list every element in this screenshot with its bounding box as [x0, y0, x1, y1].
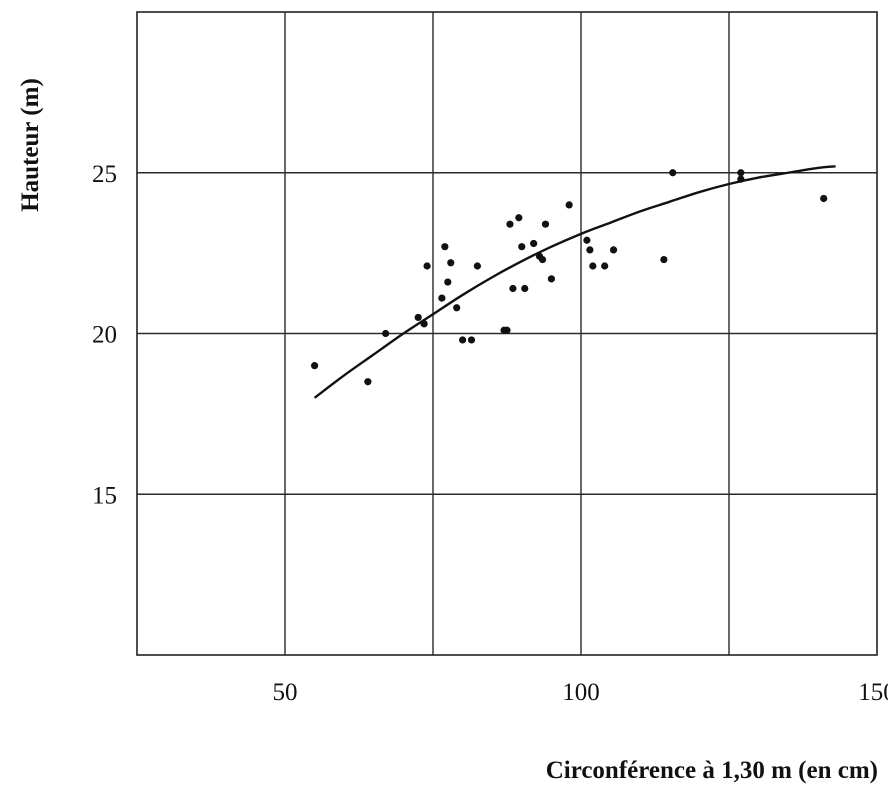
data-point: [609, 246, 618, 254]
data-point: [669, 169, 677, 177]
y-axis-ticks: 15 20 25: [92, 161, 117, 510]
data-point: [506, 220, 514, 228]
data-point: [420, 320, 428, 328]
data-point: [737, 175, 745, 183]
data-point: [515, 214, 523, 222]
y-axis-title: Hauteur (m): [17, 78, 44, 212]
data-point: [382, 329, 390, 338]
x-tick-label: 100: [562, 679, 600, 706]
y-tick-label: 15: [92, 482, 117, 509]
data-point: [660, 255, 668, 264]
data-point: [503, 326, 511, 334]
data-point: [467, 336, 476, 344]
x-tick-label: 50: [273, 679, 298, 706]
data-point: [589, 262, 597, 270]
data-point: [565, 201, 573, 209]
data-points: [311, 169, 828, 386]
data-point: [441, 243, 449, 251]
data-point: [509, 284, 517, 293]
data-point: [473, 262, 481, 270]
data-point: [541, 220, 550, 228]
data-point: [414, 313, 422, 322]
x-axis-title: Circonférence à 1,30 m (en cm): [546, 757, 878, 784]
x-tick-label: 150: [858, 679, 888, 706]
data-point: [438, 294, 446, 302]
x-axis-ticks: 50 100 150: [273, 679, 888, 706]
data-point: [459, 336, 467, 344]
data-point: [311, 362, 319, 370]
data-point: [586, 246, 594, 254]
data-point: [447, 259, 455, 267]
data-point: [538, 255, 547, 264]
y-tick-label: 25: [92, 161, 117, 188]
data-point: [444, 278, 452, 286]
fit-curve: [313, 165, 836, 399]
data-point: [530, 239, 538, 248]
data-point: [601, 262, 609, 270]
data-point: [364, 378, 372, 386]
plot-frame: [136, 11, 878, 656]
data-point: [518, 243, 526, 251]
data-point: [820, 194, 828, 203]
data-point: [453, 304, 461, 312]
data-point: [521, 284, 529, 293]
data-point: [423, 262, 431, 270]
data-point: [583, 236, 591, 244]
data-point: [737, 169, 745, 177]
data-point: [547, 275, 556, 283]
y-tick-label: 20: [92, 322, 117, 349]
